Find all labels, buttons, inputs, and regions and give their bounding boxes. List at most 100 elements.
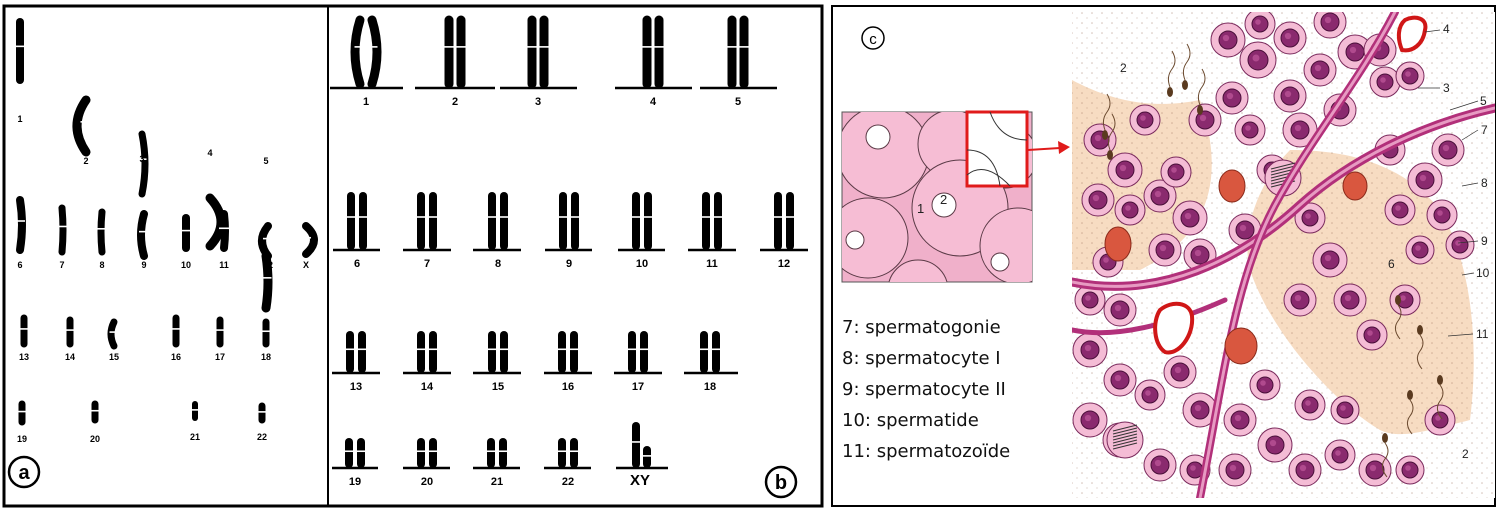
spindle-fiber (1112, 433, 1138, 441)
karyotype-pair-label: 17 (632, 381, 644, 393)
spindle-fiber (1112, 430, 1138, 438)
hist-number: 10 (1476, 266, 1490, 280)
spermatozoon-tail (1436, 384, 1444, 420)
spermatozoon-head (1417, 325, 1423, 335)
nucleolus (1085, 295, 1091, 301)
spermatozoon-tail (1197, 68, 1206, 106)
chromosome-label: 4 (207, 148, 212, 158)
hist-number: 2 (1462, 447, 1469, 461)
karyotype-pair-label: 14 (421, 381, 434, 393)
blood-vessel (1153, 15, 1428, 355)
karyotype-pair-label: 7 (424, 258, 430, 270)
nucleolus (1435, 415, 1441, 421)
nucleolus (1324, 16, 1332, 24)
chromosome-label: 5 (263, 156, 268, 166)
nucleolus (1380, 77, 1386, 83)
chromosome-label: 18 (261, 352, 271, 362)
hist-number: 2 (1120, 61, 1127, 75)
nucleolus (1294, 124, 1302, 132)
lumen (990, 252, 1010, 272)
cell-nucleus (1136, 111, 1154, 129)
chromosome-label: 17 (215, 352, 225, 362)
spindle-fiber (1112, 427, 1138, 435)
cell-nucleus (1376, 73, 1394, 91)
karyotype-pair-label: 10 (636, 258, 648, 270)
nucleolus (1335, 450, 1341, 456)
cell-nucleus (1431, 411, 1449, 429)
hist-number: 7 (1481, 123, 1488, 137)
basal-membrane (1072, 12, 1495, 498)
nucleolus (1174, 366, 1182, 374)
lumen (931, 192, 957, 218)
nucleolus (1114, 304, 1122, 312)
nucleolus (1442, 144, 1450, 152)
nucleolus (1340, 405, 1346, 411)
chromosome-label: 1 (17, 114, 22, 124)
nucleolus (1103, 257, 1109, 263)
chromosome-label: 8 (99, 260, 104, 270)
cell-nucleus (1401, 67, 1419, 85)
karyotype-pair-label: 8 (495, 258, 501, 270)
nucleolus (1437, 210, 1443, 216)
lumen (845, 230, 865, 250)
chromosome-label: 22 (257, 432, 267, 442)
nucleolus (1140, 115, 1146, 121)
spindle-fiber (1270, 165, 1296, 173)
karyotype-pair-label: 20 (421, 476, 433, 488)
nucleolus (1367, 330, 1373, 336)
karyotype-pair-label: 11 (706, 258, 718, 270)
panel-c-badge: c (861, 26, 885, 50)
cell-nucleus (1433, 206, 1451, 224)
karyotype-pair-label: 13 (350, 381, 362, 393)
hist-number: 5 (1480, 94, 1487, 108)
nucleolus (1369, 464, 1377, 472)
cell-nucleus (1331, 446, 1349, 464)
nucleolus (1305, 400, 1311, 406)
spermatozoon-tail (1406, 399, 1414, 435)
karyotype-pair-label: 1 (363, 96, 369, 108)
spermatozoon-tail (1416, 334, 1424, 370)
nucleolus (1405, 71, 1411, 77)
chromosome-label: 15 (109, 352, 119, 362)
spindle-fiber (1112, 442, 1138, 450)
nucleolus (1154, 190, 1162, 198)
cell-nucleus (1301, 396, 1319, 414)
karyotype-pair-label: 5 (735, 96, 741, 108)
nucleolus (1305, 213, 1311, 219)
nucleolus (1419, 174, 1427, 182)
cell-nucleus (1121, 201, 1139, 219)
karyotype-pair-label: 9 (566, 258, 572, 270)
karyotype-frame (2, 4, 824, 508)
panel-b-badge: b (764, 465, 798, 499)
nucleolus (1294, 294, 1302, 302)
nucleolus (1234, 414, 1242, 422)
cell-nucleus (1363, 326, 1381, 344)
legend-item-spermatogonie: 7: spermatogonie (842, 317, 1001, 338)
spermatozoon-head (1437, 375, 1443, 385)
nucleolus (1092, 194, 1100, 202)
nucleolus (1395, 205, 1401, 211)
panel-a-badge: a (7, 455, 41, 489)
nucleolus (1184, 212, 1192, 220)
hist-number: 4 (1443, 22, 1450, 36)
nucleolus (1314, 64, 1322, 72)
spindle-fiber (1112, 436, 1138, 444)
karyotype-pair-label: XY (630, 472, 650, 489)
hist-number: 3 (1443, 81, 1450, 95)
legend-item-spermatocyte-1: 8: spermatocyte I (842, 348, 1001, 369)
chromosome-label: 14 (65, 352, 75, 362)
karyotype-pair-label: 2 (452, 96, 458, 108)
legend-item-spermatide: 10: spermatide (842, 410, 979, 431)
inset-label-2: 2 (940, 192, 947, 207)
cell-nucleus (1401, 461, 1419, 479)
karyotype-pair-label: 22 (562, 476, 574, 488)
chromosome-label: 16 (171, 352, 181, 362)
spermatozoon-tail (1167, 50, 1176, 88)
inset-label-1: 1 (917, 201, 924, 216)
nucleolus (1190, 465, 1196, 471)
nucleolus (1324, 254, 1332, 262)
nucleolus (1094, 134, 1102, 142)
